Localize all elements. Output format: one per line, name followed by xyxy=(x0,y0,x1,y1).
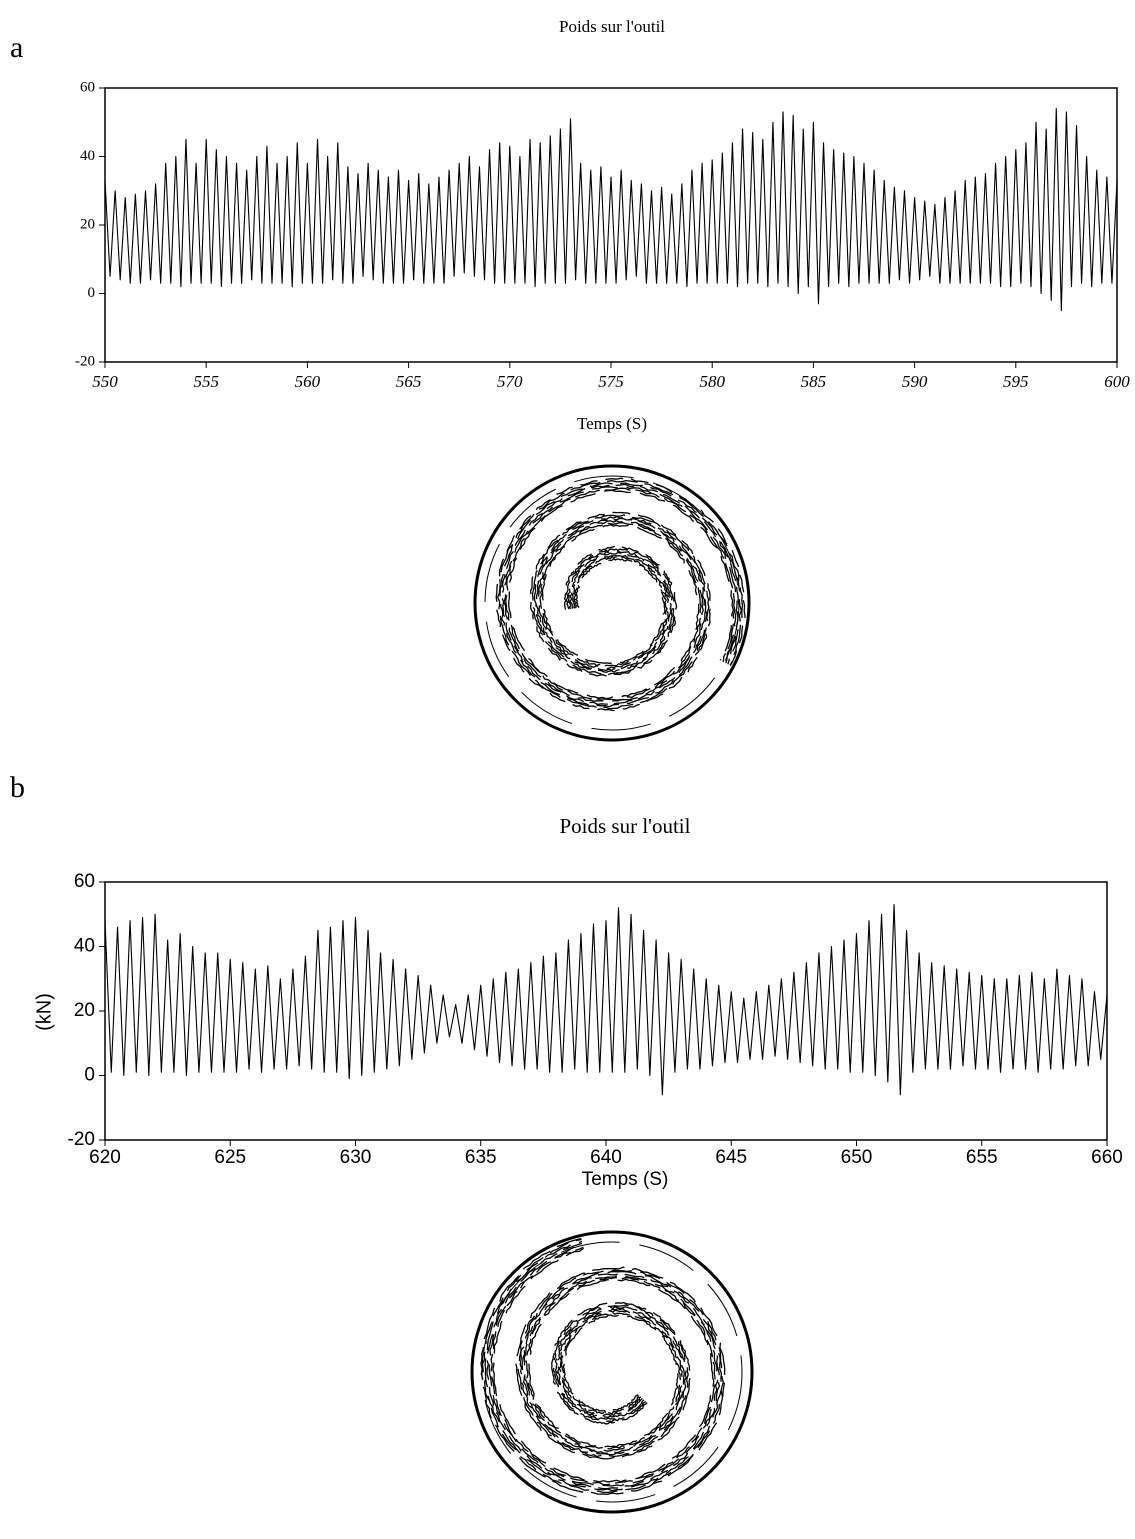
chart-title: Poids sur l'outil xyxy=(560,814,691,838)
chart-title: Poids sur l'outil xyxy=(559,17,665,36)
groove xyxy=(490,1246,716,1486)
x-axis-label: Temps (S) xyxy=(577,414,647,433)
x-tick-label: 595 xyxy=(1003,372,1029,391)
groove xyxy=(481,1238,724,1494)
y-tick-label: 20 xyxy=(80,216,95,232)
y-tick-label: -20 xyxy=(75,353,95,369)
y-tick-label: 60 xyxy=(80,79,95,95)
y-tick-label: 0 xyxy=(88,285,96,301)
hole-outline xyxy=(470,1230,754,1514)
groove xyxy=(505,487,736,701)
x-tick-label: 660 xyxy=(1091,1147,1123,1168)
x-tick-label: 570 xyxy=(497,372,523,391)
y-tick-label: 0 xyxy=(84,1065,95,1086)
x-tick-label: 640 xyxy=(590,1147,622,1168)
y-tick-label: 40 xyxy=(74,936,95,957)
hole-pattern xyxy=(473,464,751,742)
x-tick-label: 645 xyxy=(715,1147,747,1168)
x-tick-label: 620 xyxy=(89,1147,121,1168)
groove xyxy=(495,477,746,712)
x-tick-label: 565 xyxy=(396,372,422,391)
x-tick-label: 630 xyxy=(340,1147,372,1168)
panel-label: a xyxy=(10,31,23,64)
x-tick-label: 650 xyxy=(841,1147,873,1168)
groove xyxy=(501,483,740,706)
x-tick-label: 560 xyxy=(295,372,321,391)
x-tick-label: 590 xyxy=(902,372,928,391)
x-tick-label: 585 xyxy=(801,372,827,391)
hole-outline xyxy=(473,464,751,742)
x-tick-label: 550 xyxy=(92,372,118,391)
groove xyxy=(488,1244,719,1487)
groove xyxy=(503,485,738,703)
x-tick-label: 625 xyxy=(214,1147,246,1168)
groove xyxy=(480,1237,727,1495)
hole-pattern xyxy=(470,1230,754,1514)
groove xyxy=(499,481,743,708)
x-tick-label: 575 xyxy=(598,372,624,391)
y-tick-label: 40 xyxy=(80,148,95,164)
y-tick-label: -20 xyxy=(68,1129,95,1150)
data-line xyxy=(104,904,1108,1096)
x-tick-label: 655 xyxy=(966,1147,998,1168)
hole-ring xyxy=(481,1241,743,1503)
plot-frame xyxy=(104,87,1118,363)
x-tick-label: 635 xyxy=(465,1147,497,1168)
y-tick-label: 20 xyxy=(74,1000,95,1021)
hole-ring xyxy=(484,475,740,731)
groove xyxy=(486,1242,721,1490)
y-tick-label: 60 xyxy=(74,871,95,892)
panel-label: b xyxy=(10,771,25,804)
x-axis-label: Temps (S) xyxy=(582,1169,669,1190)
x-tick-label: 580 xyxy=(699,372,725,391)
y-axis-label: (kN) xyxy=(33,993,55,1031)
groove xyxy=(484,1240,723,1492)
groove xyxy=(492,1247,715,1483)
data-line xyxy=(104,108,1118,312)
x-tick-label: 600 xyxy=(1104,372,1130,391)
x-tick-label: 555 xyxy=(193,372,219,391)
